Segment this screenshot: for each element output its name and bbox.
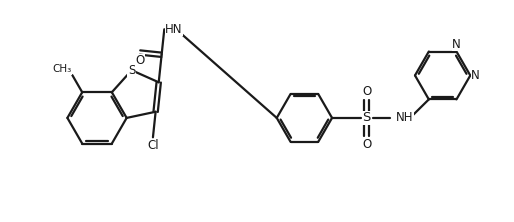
Text: N: N <box>471 69 480 82</box>
Text: S: S <box>128 64 135 77</box>
Text: N: N <box>452 38 461 51</box>
Text: CH₃: CH₃ <box>52 64 71 74</box>
Text: O: O <box>362 138 371 151</box>
Text: O: O <box>135 54 144 67</box>
Text: Cl: Cl <box>147 139 159 152</box>
Text: NH: NH <box>396 111 414 124</box>
Text: S: S <box>362 111 371 124</box>
Text: HN: HN <box>166 23 183 36</box>
Text: O: O <box>362 85 371 98</box>
